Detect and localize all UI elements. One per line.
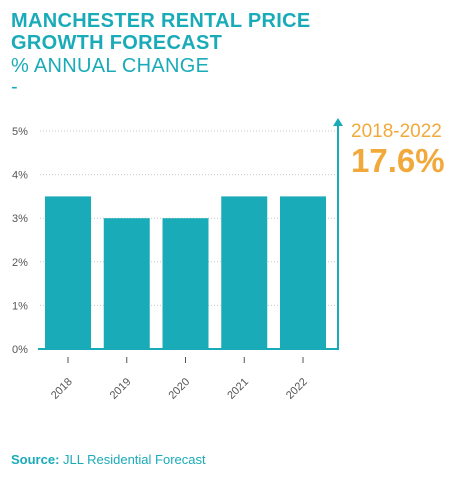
chart-title-line1: MANCHESTER RENTAL PRICE (11, 10, 311, 32)
source-label: Source: (11, 452, 60, 467)
x-tick-label: 2022 (284, 376, 310, 402)
y-tick-label: 3% (12, 213, 28, 225)
growth-callout: 2018-2022 17.6% (351, 121, 445, 179)
y-tick-label: 4% (12, 170, 28, 182)
x-tick-label: 2019 (108, 376, 134, 402)
y-tick-label: 1% (12, 300, 28, 312)
callout-period: 2018-2022 (351, 121, 442, 142)
source-text: JLL Residential Forecast (59, 452, 206, 467)
bar (162, 218, 209, 349)
y-tick-label: 0% (12, 344, 28, 356)
callout-value: 17.6% (351, 142, 445, 179)
bar (221, 196, 268, 349)
y-tick-label: 5% (12, 126, 28, 138)
chart-title-line2: GROWTH FORECAST (11, 32, 223, 54)
bar (280, 196, 326, 349)
arrow-up-icon (333, 118, 343, 126)
title-dash: - (11, 76, 18, 98)
chart-subtitle: % ANNUAL CHANGE (11, 55, 210, 77)
x-tick-label: 2021 (225, 376, 251, 402)
bar (103, 218, 150, 349)
y-tick-label: 2% (12, 257, 28, 269)
source-note: Source: JLL Residential Forecast (11, 452, 206, 467)
chart-title-block: MANCHESTER RENTAL PRICE GROWTH FORECAST … (11, 10, 311, 98)
x-tick-label: 2018 (49, 376, 75, 402)
bar (45, 196, 91, 349)
x-tick-label: 2020 (166, 376, 192, 402)
